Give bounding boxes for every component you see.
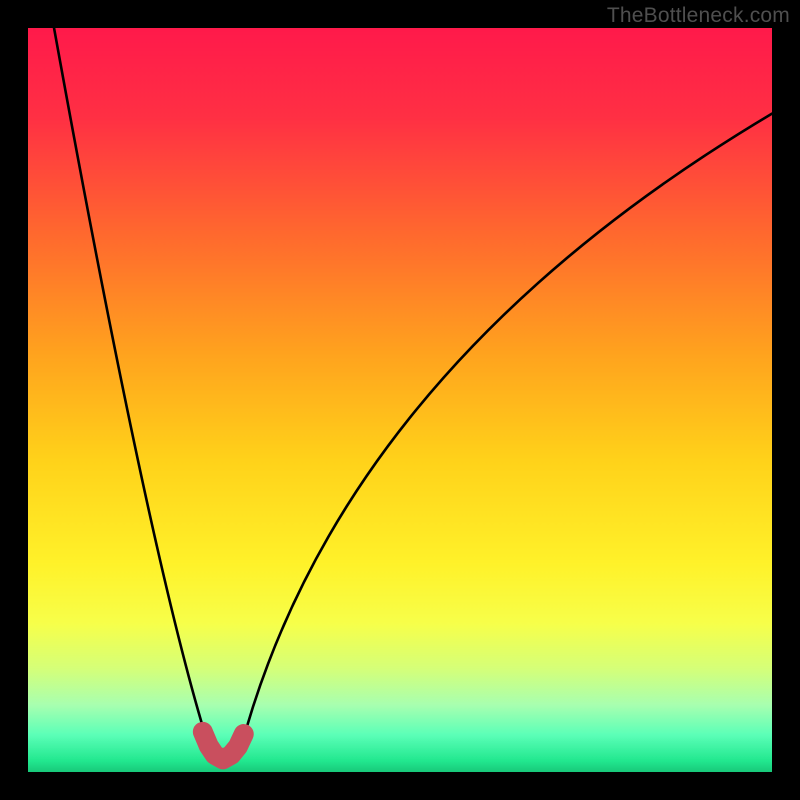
plot-area xyxy=(28,28,772,772)
valley-marker xyxy=(203,732,244,760)
chart-stage: TheBottleneck.com xyxy=(0,0,800,800)
curve-left-branch xyxy=(54,28,210,751)
watermark-label: TheBottleneck.com xyxy=(607,4,790,28)
curve-right-branch xyxy=(240,114,772,752)
curve-overlay xyxy=(28,28,772,772)
